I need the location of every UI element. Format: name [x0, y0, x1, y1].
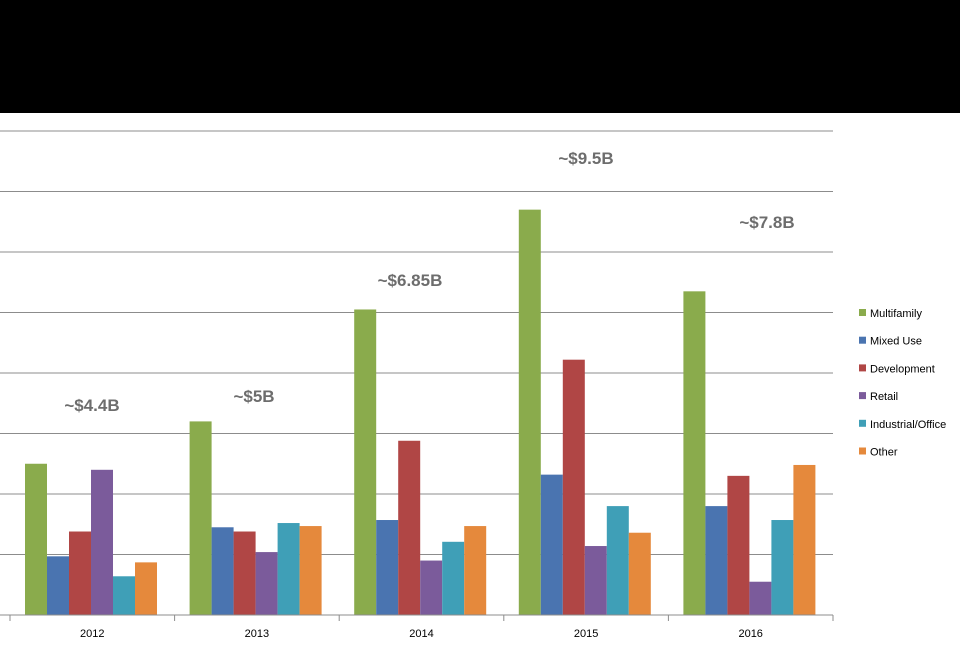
x-tick-label: 2013	[245, 628, 269, 640]
legend-swatch	[859, 447, 866, 455]
bar-development-2015	[562, 359, 585, 615]
legend-swatch	[859, 419, 866, 427]
bars	[25, 209, 816, 615]
legend-label: Retail	[870, 391, 898, 403]
legend-label: Mixed Use	[870, 336, 922, 348]
x-tick-label: 2015	[574, 628, 598, 640]
bar-multifamily-2013	[189, 421, 212, 615]
bar-retail-2013	[255, 552, 278, 615]
x-tick-label: 2012	[80, 628, 104, 640]
bar-other-2014	[464, 526, 487, 615]
x-tick-label: 2016	[738, 628, 762, 640]
total-annotation-2012: ~$4.4B	[64, 396, 119, 415]
bar-multifamily-2015	[518, 209, 541, 615]
bar-mixed-use-2016	[705, 506, 728, 615]
bar-development-2014	[398, 440, 421, 615]
bar-development-2013	[233, 531, 256, 615]
top-black-band	[0, 0, 960, 113]
bar-multifamily-2016	[683, 291, 706, 615]
legend-label: Development	[870, 363, 935, 375]
bar-multifamily-2014	[354, 309, 377, 615]
legend-label: Industrial/Office	[870, 419, 946, 431]
bar-multifamily-2012	[25, 463, 47, 615]
bar-industrial-office-2012	[113, 576, 135, 615]
total-annotation-2016: ~$7.8B	[739, 213, 794, 232]
legend-swatch	[859, 392, 866, 400]
bar-other-2012	[135, 562, 157, 615]
bar-other-2016	[793, 464, 816, 615]
total-annotation-2014: ~$6.85B	[378, 271, 443, 290]
legend-swatch	[859, 336, 866, 344]
bar-mixed-use-2015	[540, 474, 563, 615]
bar-mixed-use-2013	[211, 527, 234, 615]
bar-development-2016	[727, 475, 750, 615]
bar-industrial-office-2013	[277, 523, 300, 615]
bar-retail-2016	[749, 581, 772, 615]
bar-retail-2014	[420, 560, 443, 615]
legend-swatch	[859, 364, 866, 372]
x-axis: 2012 2013 2014 2015 2016	[0, 614, 834, 640]
bar-retail-2015	[584, 546, 607, 615]
bar-industrial-office-2014	[442, 541, 465, 615]
total-annotations: ~$4.4B ~$5B ~$6.85B ~$9.5B ~$7.8B	[64, 149, 794, 415]
legend-label: Multifamily	[870, 308, 922, 320]
bar-mixed-use-2012	[47, 556, 69, 615]
bar-development-2012	[69, 531, 91, 615]
bar-other-2013	[299, 526, 322, 615]
bar-other-2015	[628, 532, 651, 615]
legend-swatch	[859, 309, 866, 316]
total-annotation-2013: ~$5B	[233, 387, 274, 406]
legend-label: Other	[870, 447, 898, 459]
legend: Multifamily Mixed Use Development Retail Ind…	[859, 308, 946, 459]
x-tick-label: 2014	[409, 628, 433, 640]
bar-mixed-use-2014	[376, 520, 399, 615]
bar-retail-2012	[91, 469, 113, 615]
bar-industrial-office-2016	[771, 520, 794, 615]
total-annotation-2015: ~$9.5B	[558, 149, 613, 168]
bar-industrial-office-2015	[606, 506, 629, 615]
